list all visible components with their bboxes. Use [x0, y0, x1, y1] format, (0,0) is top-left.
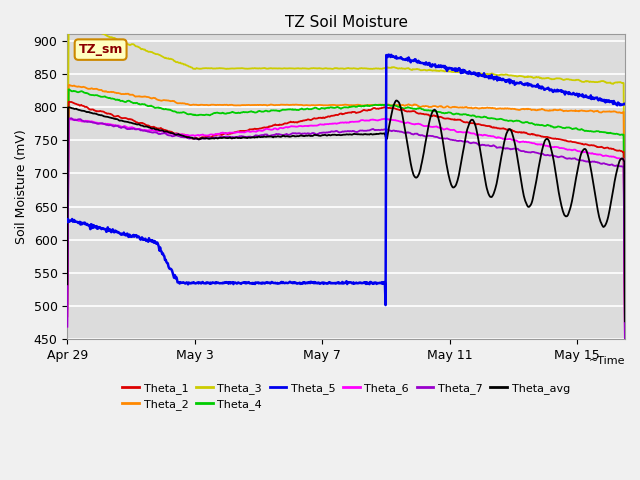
Legend: Theta_1, Theta_2, Theta_3, Theta_4, Theta_5, Theta_6, Theta_7, Theta_avg: Theta_1, Theta_2, Theta_3, Theta_4, Thet… — [118, 378, 574, 415]
Text: TZ_sm: TZ_sm — [79, 43, 123, 56]
Title: TZ Soil Moisture: TZ Soil Moisture — [285, 15, 408, 30]
Text: ~Time: ~Time — [589, 356, 625, 366]
Y-axis label: Soil Moisture (mV): Soil Moisture (mV) — [15, 129, 28, 244]
